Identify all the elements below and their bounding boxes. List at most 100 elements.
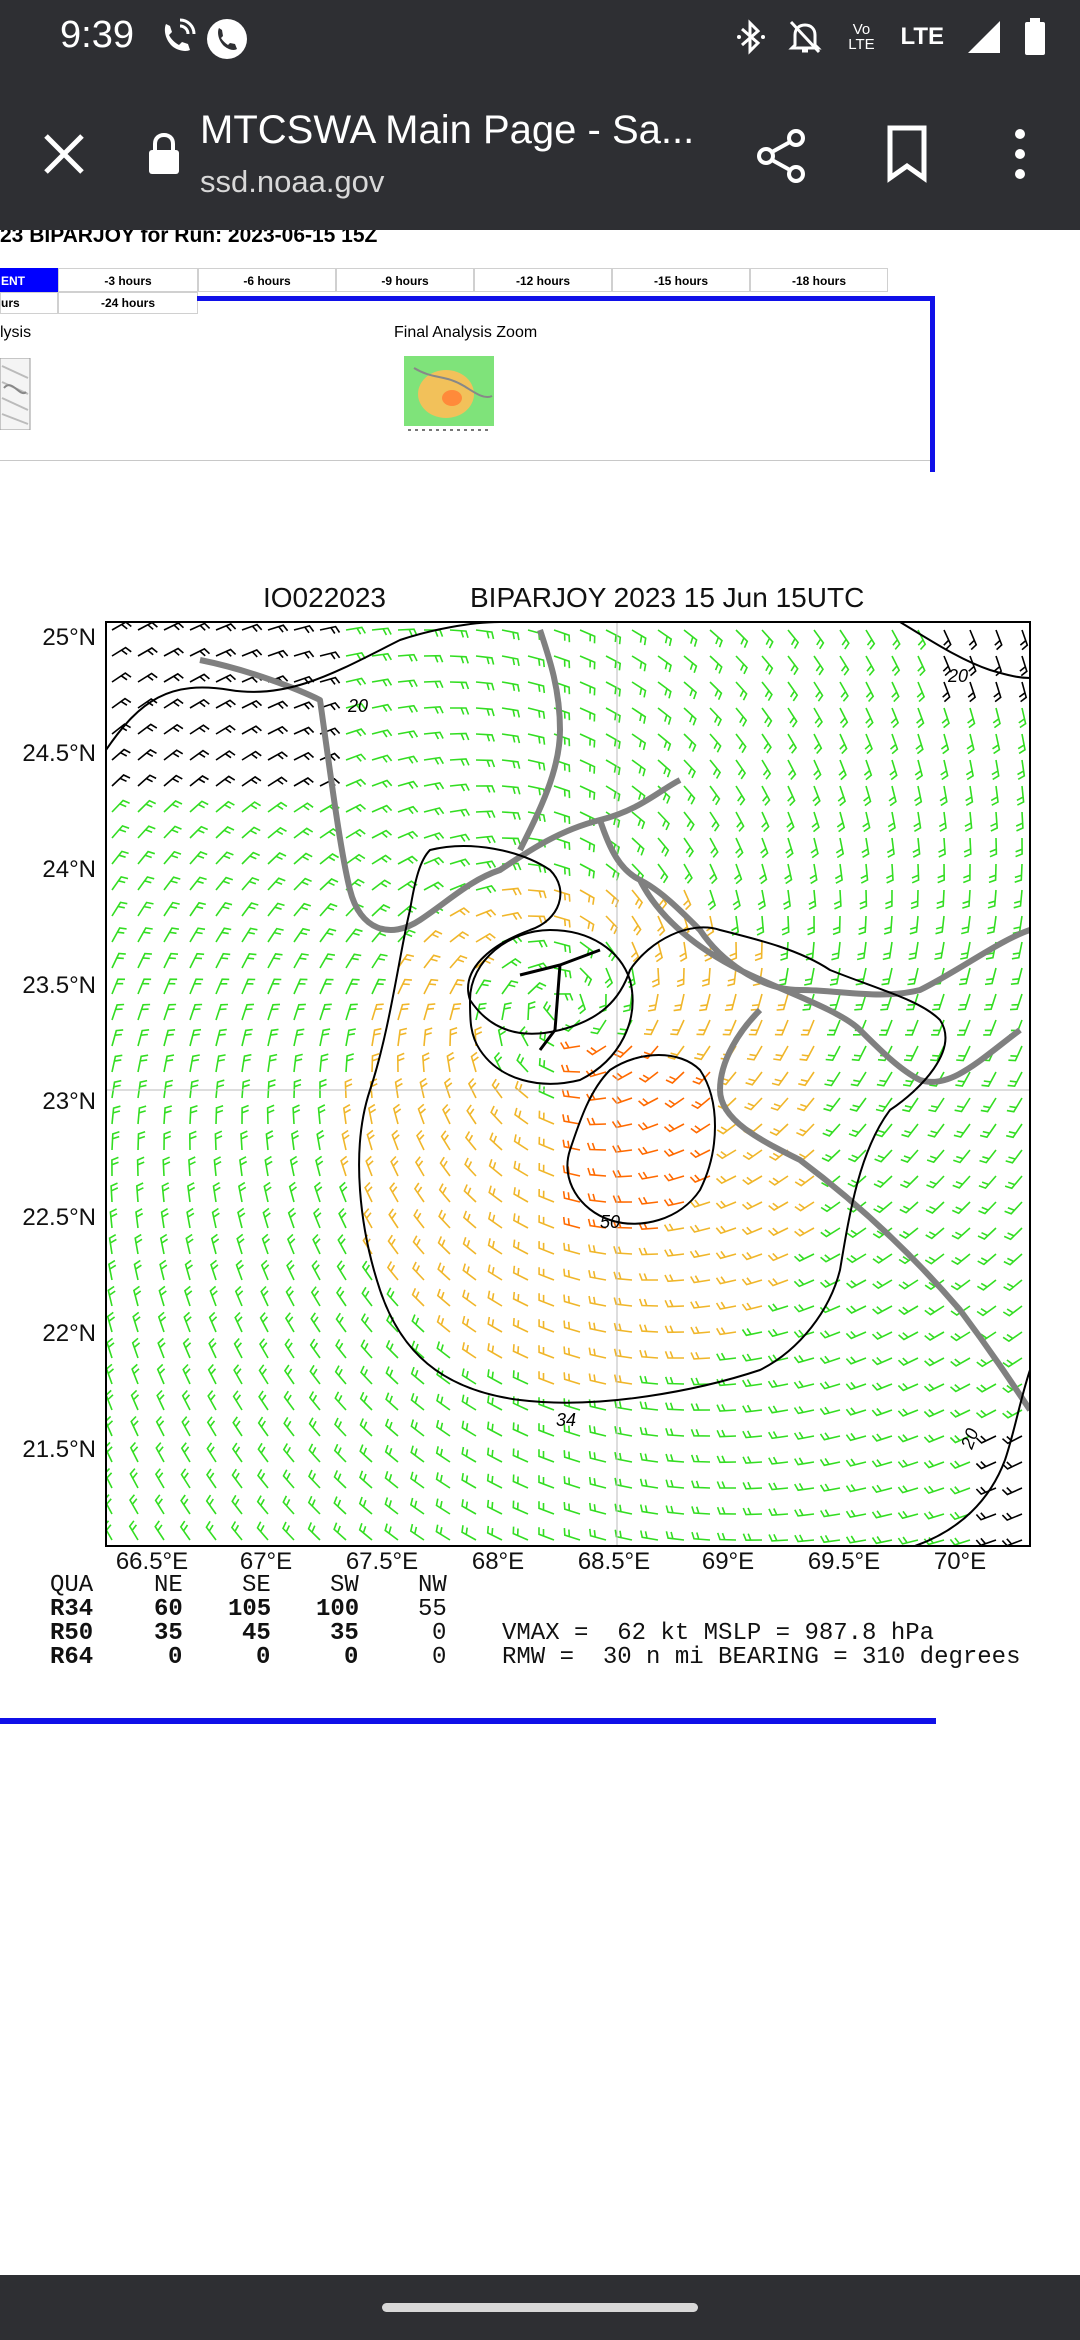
wind-barb	[293, 701, 315, 710]
wind-barb	[553, 811, 571, 825]
wind-barb	[701, 967, 711, 987]
wind-barb	[267, 978, 282, 995]
tab-minus-24-hours[interactable]: -24 hours	[58, 292, 198, 314]
wind-barb	[613, 1297, 633, 1307]
wind-barb	[443, 1077, 453, 1099]
wind-barb	[488, 1185, 503, 1203]
wind-barb	[538, 1267, 555, 1281]
contour-20-southeast	[914, 1369, 1030, 1546]
wind-barb	[709, 629, 723, 648]
wind-barb	[189, 851, 208, 865]
wind-barb	[258, 1364, 269, 1385]
wind-barb	[1017, 759, 1026, 780]
tab-minus-18-hours[interactable]: -18 hours	[750, 268, 888, 292]
wind-barb	[767, 1303, 789, 1312]
tab-minus-6-hours[interactable]: -6 hours	[198, 268, 336, 292]
wind-barb	[501, 887, 522, 896]
wind-barb	[189, 1079, 199, 1099]
wind-barb	[449, 783, 470, 792]
x-tick-70E: 70°E	[933, 1548, 987, 1575]
wind-barb	[744, 1097, 763, 1111]
wind-barb	[189, 1028, 202, 1047]
wind-barb	[767, 1405, 789, 1414]
wind-barb	[787, 629, 800, 649]
wind-barb	[319, 953, 336, 969]
wind-barb	[562, 1191, 581, 1203]
wind-barb	[163, 672, 184, 683]
wind-barb	[267, 852, 287, 865]
wind-barb	[475, 1002, 487, 1021]
wind-barb	[449, 979, 465, 995]
wind-barb	[858, 915, 867, 935]
wind-barb	[638, 1273, 658, 1281]
wind-barb	[845, 1407, 867, 1416]
page-title[interactable]: MTCSWA Main Page - Sa...	[200, 108, 695, 152]
wind-barb	[111, 1156, 119, 1177]
radii-cell-nw: 0	[432, 1644, 447, 1671]
gesture-handle[interactable]	[382, 2303, 698, 2312]
wind-barb	[631, 681, 647, 698]
tab-minus-21-hours[interactable]: urs	[0, 292, 58, 314]
wind-barb	[215, 750, 236, 761]
wind-barb	[820, 1227, 841, 1238]
wind-barb	[741, 1277, 763, 1286]
close-icon[interactable]	[36, 126, 92, 182]
radii-cell-sw: 100	[316, 1596, 360, 1623]
wind-barb	[137, 647, 158, 657]
wind-barb	[230, 1521, 243, 1541]
wind-barb	[414, 1156, 425, 1177]
wind-barb	[136, 1156, 145, 1177]
wind-barb	[917, 655, 926, 677]
wind-barb	[839, 681, 849, 702]
bookmark-icon[interactable]	[884, 124, 930, 184]
wind-barb	[319, 676, 341, 685]
wind-barb	[215, 1079, 225, 1099]
wind-barb	[258, 1390, 269, 1411]
page-url[interactable]: ssd.noaa.gov	[200, 164, 385, 199]
wind-barb	[746, 1045, 763, 1061]
wind-barb	[865, 629, 876, 650]
wind-barb	[958, 967, 971, 986]
wind-barb	[316, 1129, 325, 1151]
lock-icon[interactable]	[146, 132, 182, 176]
tab-current[interactable]: ENT	[0, 268, 58, 292]
wind-barb	[953, 1123, 971, 1138]
tab-minus-15-hours[interactable]: -15 hours	[612, 268, 750, 292]
share-icon[interactable]	[752, 126, 812, 186]
tab-minus-12-hours[interactable]: -12 hours	[474, 268, 612, 292]
wind-barb	[958, 993, 971, 1011]
wind-barb	[949, 1537, 971, 1546]
wind-barb	[385, 1366, 399, 1385]
wind-barb	[741, 1302, 763, 1311]
wind-barb	[664, 1325, 685, 1334]
wind-barb	[949, 1460, 971, 1469]
wind-barb	[978, 1175, 997, 1190]
wind-barb	[501, 629, 520, 641]
wind-barb	[553, 941, 571, 954]
wind-barb	[267, 1053, 278, 1073]
tab-minus-9-hours[interactable]: -9 hours	[336, 268, 474, 292]
wind-barb	[475, 655, 495, 665]
more-icon[interactable]	[1002, 124, 1038, 184]
wind-barb	[256, 1521, 269, 1541]
wind-barb	[319, 752, 341, 761]
wind-barb	[106, 1494, 113, 1515]
wind-barb	[709, 811, 720, 832]
wind-barb	[859, 889, 868, 910]
wind-barb	[486, 1525, 503, 1541]
tab-minus-3-hours[interactable]: -3 hours	[58, 268, 198, 292]
wind-barb	[490, 1105, 503, 1125]
analysis-thumbnail[interactable]	[0, 358, 32, 430]
wind-barb	[637, 1171, 659, 1180]
wind-barb	[129, 1494, 139, 1515]
wind-barb	[188, 1156, 196, 1177]
wind-barb	[538, 1475, 555, 1489]
wind-barb	[337, 1234, 347, 1255]
final-analysis-zoom-thumbnail[interactable]	[404, 356, 494, 434]
wind-barb	[657, 863, 669, 884]
wind-barb	[1013, 889, 1023, 909]
wind-barb	[873, 1201, 893, 1214]
wind-barb	[158, 1285, 167, 1307]
wind-barb	[267, 1003, 281, 1021]
wind-barb	[137, 1130, 146, 1151]
